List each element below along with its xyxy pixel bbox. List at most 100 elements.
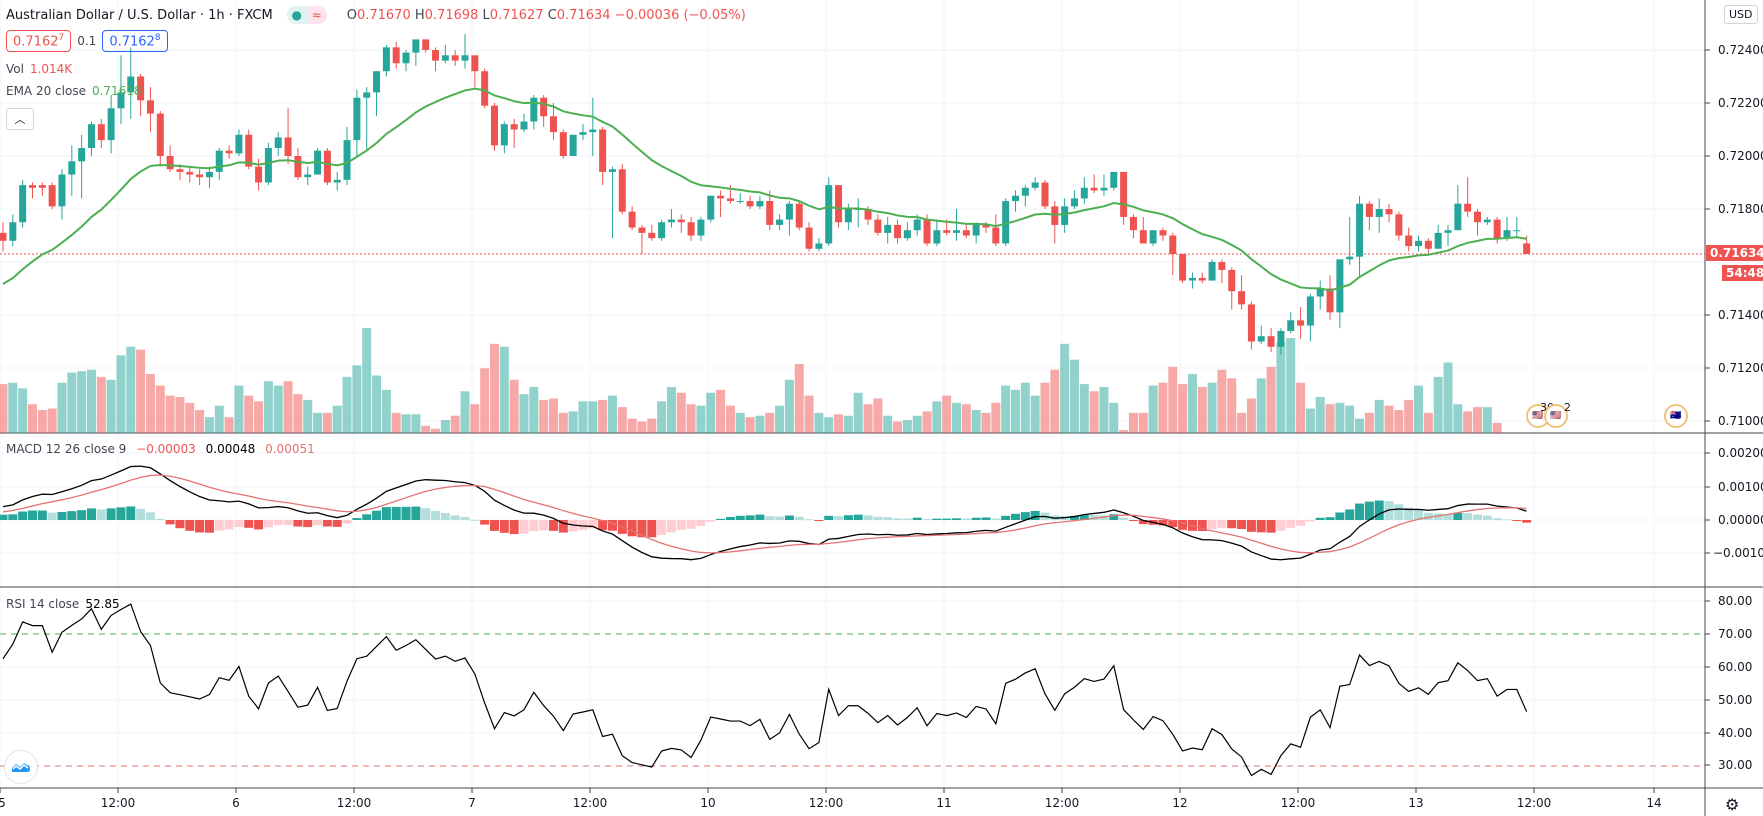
au-flag-icon[interactable]: 🇦🇺 — [1664, 404, 1688, 428]
volume-bar — [843, 415, 853, 433]
candle-body — [215, 150, 223, 172]
ema-line — [2, 87, 1527, 292]
market-open-dot-icon: ● — [286, 6, 307, 24]
sell-button[interactable]: 0.71627 — [6, 30, 72, 53]
volume-bar — [1138, 412, 1148, 433]
macd-histogram-bar — [332, 520, 342, 527]
macd-histogram-bar — [0, 514, 8, 520]
open-label: O — [346, 7, 357, 23]
macd-histogram-bar — [1404, 507, 1414, 520]
candle-body — [353, 97, 361, 141]
candle-body — [599, 129, 607, 172]
volume-bar — [145, 374, 155, 433]
volume-bar — [1453, 404, 1463, 433]
tradingview-logo-icon[interactable] — [4, 750, 38, 784]
candle-body — [255, 166, 263, 183]
macd-histogram-bar — [1266, 520, 1276, 533]
macd-histogram-bar — [204, 520, 214, 533]
macd-histogram-bar — [657, 520, 667, 535]
candle-body — [87, 124, 95, 149]
candle-body — [28, 185, 36, 188]
delayed-data-wave-icon: ≈ — [306, 6, 327, 24]
volume-bar — [725, 405, 735, 433]
candle-body — [648, 232, 656, 239]
candle-body — [1218, 262, 1226, 270]
collapse-legend-button[interactable]: ︿ — [6, 108, 34, 130]
macd-histogram-bar — [165, 520, 175, 525]
change-value: −0.00036 (−0.05%) — [614, 7, 746, 23]
volume-bar — [932, 401, 942, 433]
volume-bar — [922, 411, 932, 433]
volume-bar — [1119, 430, 1129, 433]
candle-body — [481, 71, 489, 106]
buy-button[interactable]: 0.71628 — [102, 30, 168, 53]
macd-legend[interactable]: MACD 12 26 close 9 −0.00003 0.00048 0.00… — [6, 442, 315, 456]
volume-bar — [1315, 397, 1325, 433]
volume-bar — [263, 381, 273, 433]
candle-body — [107, 108, 115, 141]
time-label: 10 — [700, 796, 716, 810]
ema-legend[interactable]: EMA 20 close 0.71618 — [6, 84, 142, 98]
volume-bar — [1099, 386, 1109, 433]
rsi-line — [2, 603, 1528, 777]
macd-histogram-bar — [470, 519, 480, 521]
volume-bar — [106, 379, 116, 433]
status-pill[interactable]: ● ≈ — [286, 6, 327, 24]
candle-body — [697, 219, 705, 236]
macd-histogram-bar — [1069, 515, 1079, 520]
macd-histogram-bar — [283, 520, 293, 525]
candle-body — [756, 201, 764, 207]
volume-legend[interactable]: Vol 1.014K — [6, 62, 72, 76]
volume-bar — [1050, 369, 1060, 433]
time-label: 12:00 — [336, 796, 372, 810]
volume-bar — [873, 398, 883, 433]
symbol-title[interactable]: Australian Dollar / U.S. Dollar · 1h · F… — [6, 7, 273, 23]
candle-body — [363, 92, 371, 98]
volume-bar — [598, 399, 608, 433]
macd-histogram-bar — [263, 520, 273, 528]
volume-bar — [1335, 402, 1345, 433]
macd-histogram-bar — [922, 518, 932, 520]
macd-histogram-bar — [814, 520, 824, 521]
macd-histogram-bar — [1305, 520, 1315, 522]
us-flag-icon[interactable]: 🇺🇸 — [1544, 404, 1568, 428]
ema-value: 0.71618 — [91, 84, 142, 98]
macd-histogram-bar — [568, 520, 578, 532]
time-label: 12:00 — [100, 796, 136, 810]
macd-histogram-bar — [775, 516, 785, 520]
candle-body — [628, 211, 636, 228]
volume-bar — [1433, 376, 1443, 433]
macd-histogram-bar — [627, 520, 637, 537]
candle-body — [549, 116, 557, 133]
macd-histogram-bar — [1374, 500, 1384, 520]
candle-body — [1100, 187, 1108, 191]
macd-histogram-bar — [961, 518, 971, 520]
macd-histogram-bar — [794, 516, 804, 520]
volume-bar — [1305, 408, 1315, 433]
currency-button[interactable]: USD — [1724, 5, 1758, 24]
candle-body — [1513, 230, 1521, 232]
gear-icon[interactable]: ⚙ — [1725, 795, 1740, 814]
macd-histogram-bar — [1453, 512, 1463, 520]
macd-histogram-bar — [725, 517, 735, 520]
volume-bar — [450, 415, 460, 433]
low-value: 0.71627 — [489, 7, 544, 23]
macd-histogram-bar — [1325, 517, 1335, 520]
macd-histogram-bar — [686, 520, 696, 529]
candle-body — [225, 150, 233, 154]
candle-body — [156, 113, 164, 156]
volume-bar — [293, 394, 303, 433]
macd-histogram-bar — [1276, 520, 1286, 531]
volume-bar — [1020, 382, 1030, 433]
macd-histogram-bar — [696, 520, 706, 526]
macd-histogram-bar — [912, 517, 922, 520]
volume-bar — [706, 392, 716, 433]
candle-body — [726, 198, 734, 202]
volume-bar — [529, 386, 539, 433]
macd-histogram-bar — [1423, 512, 1433, 520]
candle-body — [38, 185, 46, 188]
rsi-legend[interactable]: RSI 14 close 52.85 — [6, 597, 120, 611]
candle-body — [569, 134, 577, 156]
candle-body — [1041, 182, 1049, 207]
